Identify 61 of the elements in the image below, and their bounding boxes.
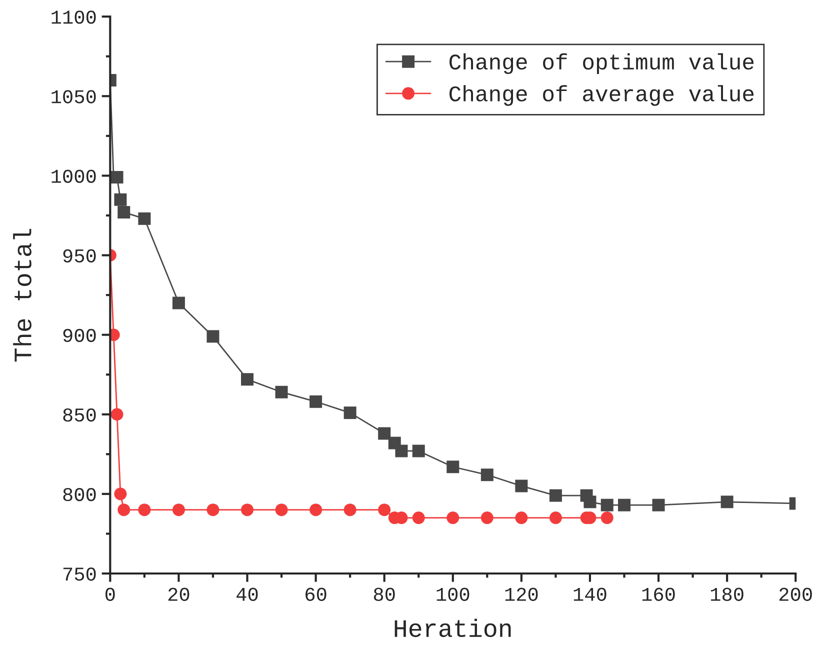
y-tick-label: 850	[63, 408, 96, 422]
point	[412, 444, 425, 458]
point	[515, 512, 528, 524]
x-tick-label: 60	[306, 588, 326, 601]
point	[720, 496, 734, 508]
y-tick-label: 1000	[52, 170, 96, 183]
point	[480, 468, 494, 482]
point	[344, 406, 356, 420]
point	[600, 498, 614, 512]
point	[618, 498, 630, 512]
point	[138, 212, 151, 225]
x-tick-label: 20	[168, 588, 190, 601]
point	[241, 504, 254, 516]
point	[344, 504, 356, 516]
point	[275, 386, 288, 398]
point	[515, 480, 528, 492]
x-tick-label: 100	[436, 588, 470, 601]
x-tick-label: 160	[642, 588, 675, 601]
y-tick-label: 1100	[52, 10, 96, 24]
x-tick-label: 0	[106, 588, 115, 601]
point	[241, 373, 254, 386]
x-tick-label: 200	[779, 588, 812, 601]
legend-label: Change of average value	[450, 85, 754, 106]
x-tick-label: 120	[505, 588, 538, 601]
x-tick-label: 140	[574, 588, 606, 601]
point	[172, 296, 185, 310]
point	[118, 504, 130, 516]
point	[114, 193, 127, 206]
point	[118, 206, 130, 219]
point	[446, 512, 460, 524]
legend-label: Change of optimum value	[450, 53, 754, 74]
point	[446, 460, 460, 474]
point	[378, 427, 391, 440]
y-tick-label: 1050	[52, 90, 96, 104]
x-tick-label: 180	[710, 588, 744, 601]
point	[310, 395, 322, 408]
x-tick-label: 40	[236, 588, 258, 601]
point	[395, 444, 408, 458]
y-tick-label: 900	[63, 328, 96, 342]
point	[378, 504, 391, 516]
point	[110, 408, 124, 421]
point	[206, 504, 220, 516]
point	[138, 504, 151, 516]
point	[480, 512, 494, 524]
point	[600, 512, 614, 524]
point	[206, 330, 220, 343]
x-tick-label: 80	[374, 588, 395, 601]
point	[172, 504, 185, 516]
point	[412, 512, 425, 524]
y-tick-label: 950	[63, 249, 96, 262]
point	[275, 504, 288, 516]
y-axis-title: The total	[13, 228, 32, 362]
point	[652, 498, 665, 512]
point	[114, 488, 127, 500]
y-tick-label: 750	[63, 568, 96, 581]
point	[549, 512, 562, 524]
x-axis-title: Heration	[394, 618, 511, 638]
point	[584, 496, 596, 508]
point	[549, 489, 562, 502]
y-tick-label: 800	[63, 488, 96, 502]
point	[310, 504, 322, 516]
